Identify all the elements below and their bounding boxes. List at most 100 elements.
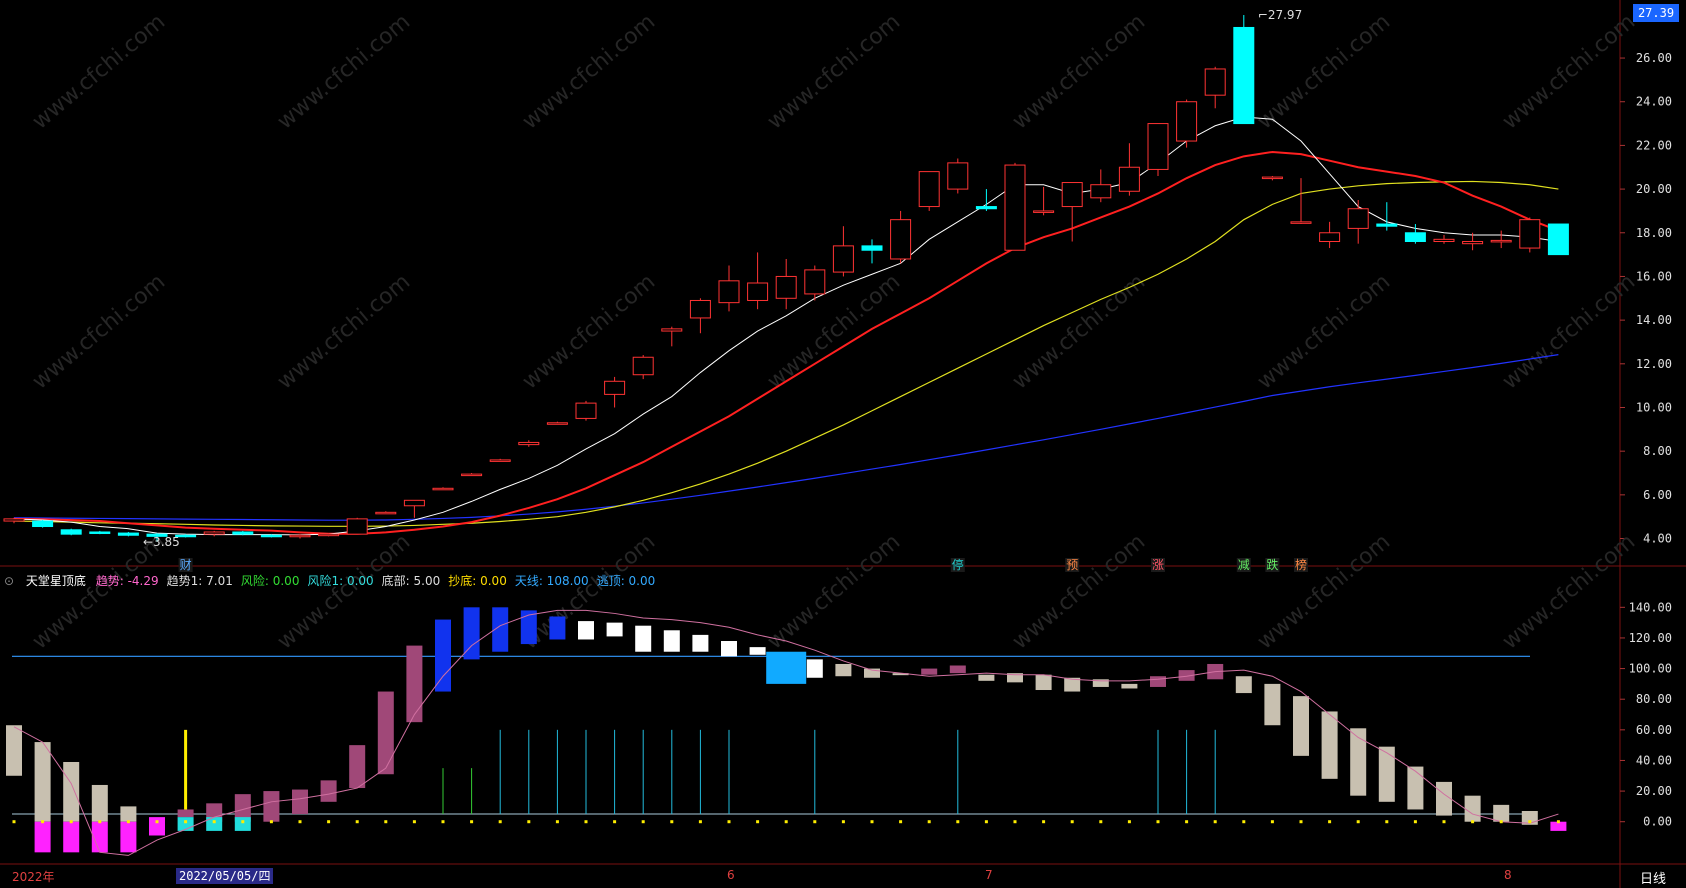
zero-dot (327, 820, 331, 824)
indicator-box (1178, 670, 1195, 681)
price-tick-label: 24.00 (1636, 95, 1672, 109)
zero-dot (813, 820, 817, 824)
month-7-label: 7 (985, 868, 993, 882)
zero-dot (126, 820, 130, 824)
watermark: www.cfchi.com (1253, 269, 1395, 394)
watermark: www.cfchi.com (1008, 9, 1150, 134)
zero-dot (756, 820, 760, 824)
indicator-value-5: 抄底: 0.00 (448, 574, 507, 588)
trend1-line (13, 609, 1559, 856)
indicator-box (34, 742, 51, 822)
candle-body (375, 511, 397, 515)
candle-body (403, 499, 425, 507)
price-tick-label: 22.00 (1636, 138, 1672, 152)
indicator-values: 趋势: -4.29 趋势1: 7.01 风险: 0.00 风险1: 0.00 底部: 5… (96, 574, 664, 588)
zero-dot (298, 820, 302, 824)
watermark: www.cfchi.com (1253, 9, 1395, 134)
candle-body (1319, 232, 1341, 243)
zero-dot (269, 820, 273, 824)
cyan-low-box (234, 817, 251, 831)
zero-dot (870, 820, 874, 824)
candle-body (1033, 210, 1055, 213)
candle-body (518, 441, 540, 446)
zero-dot (584, 820, 588, 824)
period-label[interactable]: 日线 (1640, 872, 1667, 887)
indicator-box (1550, 821, 1567, 831)
indicator-box (835, 663, 852, 677)
candle-body (632, 356, 654, 376)
indicator-box (549, 616, 566, 640)
ind-tick-label: 100.00 (1629, 662, 1672, 676)
zero-dot (1270, 820, 1274, 824)
zero-dot (698, 820, 702, 824)
event-badge-bg (1236, 558, 1251, 572)
candle-body (661, 328, 683, 332)
low-price-marker: ←3.85 (143, 535, 180, 549)
collapse-icon[interactable]: ⊙ (4, 574, 15, 588)
event-badge: 预 (1066, 558, 1078, 572)
zero-dot (1070, 820, 1074, 824)
indicator-box (1092, 679, 1109, 687)
candle-body (1376, 223, 1398, 227)
zero-dot (1528, 820, 1532, 824)
candle-body (1204, 68, 1226, 96)
indicator-box (635, 625, 652, 652)
indicator-neg-box (63, 821, 80, 853)
candle-body (804, 269, 826, 295)
indicator-box (1407, 766, 1424, 810)
indicator-neg-box (34, 821, 51, 853)
event-badge: 跌 (1266, 557, 1278, 572)
zero-dot (212, 820, 216, 824)
indicator-box (721, 641, 737, 657)
candle-body (1490, 239, 1512, 243)
candle-body (575, 402, 597, 419)
indicator-box (692, 634, 709, 652)
ind-tick-label: 20.00 (1636, 784, 1672, 798)
indicator-value-2: 风险: 0.00 (240, 574, 300, 588)
candle-body (546, 422, 568, 425)
event-badge-bg (1065, 558, 1080, 572)
month-6-label: 6 (727, 868, 735, 882)
candle-body (289, 534, 311, 538)
watermark: www.cfchi.com (763, 9, 905, 134)
price-tick-label: 10.00 (1636, 400, 1672, 414)
indicator-name: 天堂星顶底 (25, 574, 86, 588)
indicator-box (120, 806, 137, 822)
indicator-box (492, 607, 509, 652)
watermark: www.cfchi.com (28, 9, 170, 134)
indicator-box (1035, 674, 1052, 691)
watermark: www.cfchi.com (1498, 269, 1640, 394)
event-badge: 榜 (1295, 557, 1307, 572)
year-label: 2022年 (12, 870, 55, 884)
price-tick-label: 4.00 (1643, 532, 1672, 546)
candle-body (918, 171, 940, 208)
zero-dot (841, 820, 845, 824)
candle-body (747, 282, 769, 301)
candle-body (1462, 241, 1484, 245)
candle-body (175, 534, 197, 538)
zero-dot (12, 820, 16, 824)
watermark: www.cfchi.com (1008, 529, 1150, 654)
candle-body (718, 280, 740, 304)
candle-body (89, 531, 111, 534)
zero-dot (984, 820, 988, 824)
zero-dot (1442, 820, 1446, 824)
indicator-box (349, 745, 366, 789)
indicator-box (520, 610, 537, 645)
zero-dot (1042, 820, 1046, 824)
indicator-value-7: 逃顶: 0.00 (596, 574, 656, 588)
indicator-box (1293, 696, 1309, 756)
price-tick-label: 20.00 (1636, 182, 1672, 196)
ind-tick-label: 120.00 (1629, 631, 1672, 645)
ind-tick-label: 0.00 (1643, 815, 1672, 829)
indicator-value-4: 底部: 5.00 (381, 574, 441, 588)
indicator-neg-box (120, 821, 137, 853)
zero-dot (1413, 820, 1417, 824)
candle-body (232, 531, 254, 535)
indicator-box (6, 725, 22, 776)
candle-body (975, 206, 997, 210)
zero-dot (41, 820, 45, 824)
event-badge-bg (178, 558, 193, 572)
price-tick-label: 8.00 (1643, 444, 1672, 458)
